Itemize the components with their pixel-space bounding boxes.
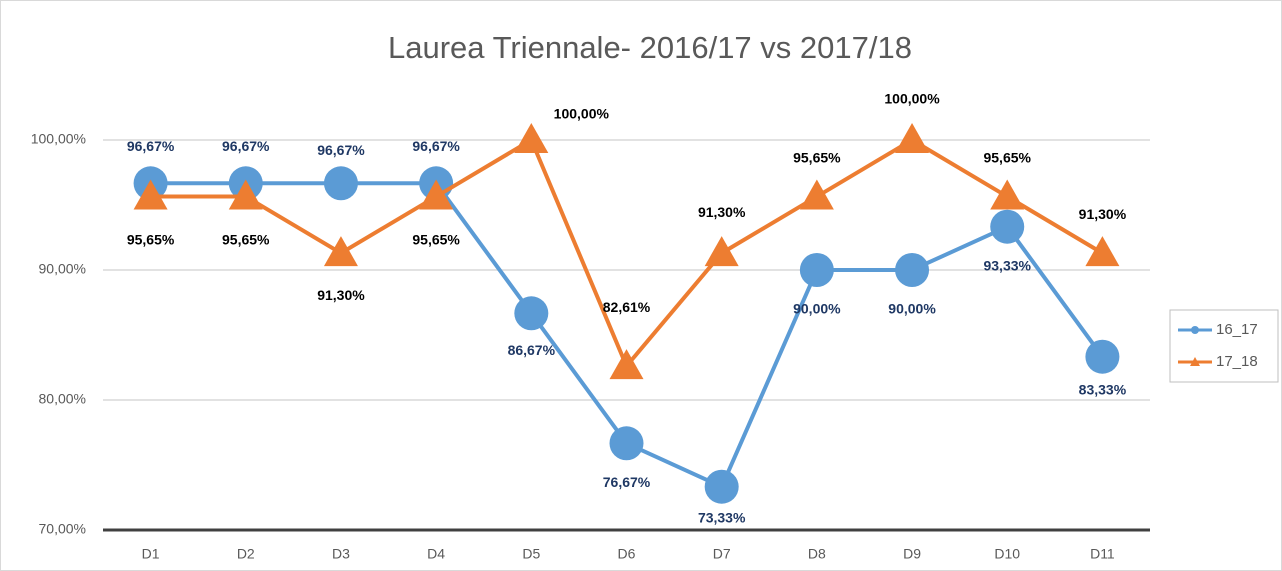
- marker: [990, 209, 1025, 244]
- x-tick-label: D1: [142, 546, 160, 562]
- legend-box: [1169, 309, 1279, 383]
- marker: [419, 179, 454, 210]
- data-label: 100,00%: [554, 106, 610, 122]
- data-label: 95,65%: [127, 231, 175, 247]
- data-label: 90,00%: [793, 301, 841, 317]
- x-tick-label: D3: [332, 546, 350, 562]
- marker: [990, 179, 1025, 210]
- marker: [323, 166, 358, 201]
- data-label: 83,33%: [1079, 381, 1127, 397]
- marker: [895, 253, 930, 287]
- marker: [228, 179, 263, 210]
- marker: [514, 123, 549, 153]
- marker: [609, 426, 644, 461]
- data-label: 91,30%: [1079, 206, 1127, 222]
- data-label: 96,67%: [317, 142, 365, 158]
- data-label: 96,67%: [412, 138, 460, 154]
- marker: [133, 179, 168, 210]
- data-label: 95,65%: [983, 149, 1031, 165]
- data-label: 76,67%: [603, 474, 651, 490]
- data-label: 91,30%: [698, 204, 746, 220]
- marker: [1085, 236, 1120, 267]
- data-label: 90,00%: [888, 301, 936, 317]
- x-tick-label: D5: [522, 546, 540, 562]
- data-label: 93,33%: [983, 257, 1031, 273]
- data-label: 95,65%: [412, 231, 460, 247]
- marker: [1085, 339, 1120, 374]
- marker: [514, 296, 549, 331]
- legend-label: 17_18: [1216, 353, 1258, 370]
- marker: [704, 236, 739, 267]
- y-tick-label: 100,00%: [31, 131, 86, 147]
- x-tick-label: D4: [427, 546, 445, 562]
- marker: [323, 236, 358, 267]
- marker: [895, 123, 930, 153]
- marker: [609, 349, 644, 380]
- data-label: 100,00%: [884, 91, 940, 107]
- data-label: 86,67%: [508, 342, 556, 358]
- x-tick-label: D8: [808, 546, 826, 562]
- x-tick-label: D2: [237, 546, 255, 562]
- marker: [799, 253, 834, 287]
- legend-label: 16_17: [1216, 321, 1258, 338]
- data-label: 96,67%: [127, 138, 175, 154]
- marker: [704, 469, 739, 504]
- x-tick-label: D6: [618, 546, 636, 562]
- data-label: 95,65%: [793, 149, 841, 165]
- data-label: 95,65%: [222, 231, 270, 247]
- x-tick-label: D9: [903, 546, 921, 562]
- x-tick-label: D11: [1090, 546, 1115, 562]
- legend-marker: [1190, 357, 1200, 366]
- marker: [799, 179, 834, 210]
- data-label: 91,30%: [317, 287, 365, 303]
- x-tick-label: D7: [713, 546, 731, 562]
- legend-marker: [1191, 326, 1199, 334]
- data-label: 82,61%: [603, 299, 651, 315]
- x-tick-label: D10: [994, 546, 1020, 562]
- data-label: 96,67%: [222, 138, 270, 154]
- y-tick-label: 90,00%: [39, 261, 86, 277]
- y-tick-label: 80,00%: [39, 391, 86, 407]
- chart-title: Laurea Triennale- 2016/17 vs 2017/18: [388, 30, 912, 65]
- data-label: 73,33%: [698, 509, 746, 525]
- y-tick-label: 70,00%: [39, 521, 86, 537]
